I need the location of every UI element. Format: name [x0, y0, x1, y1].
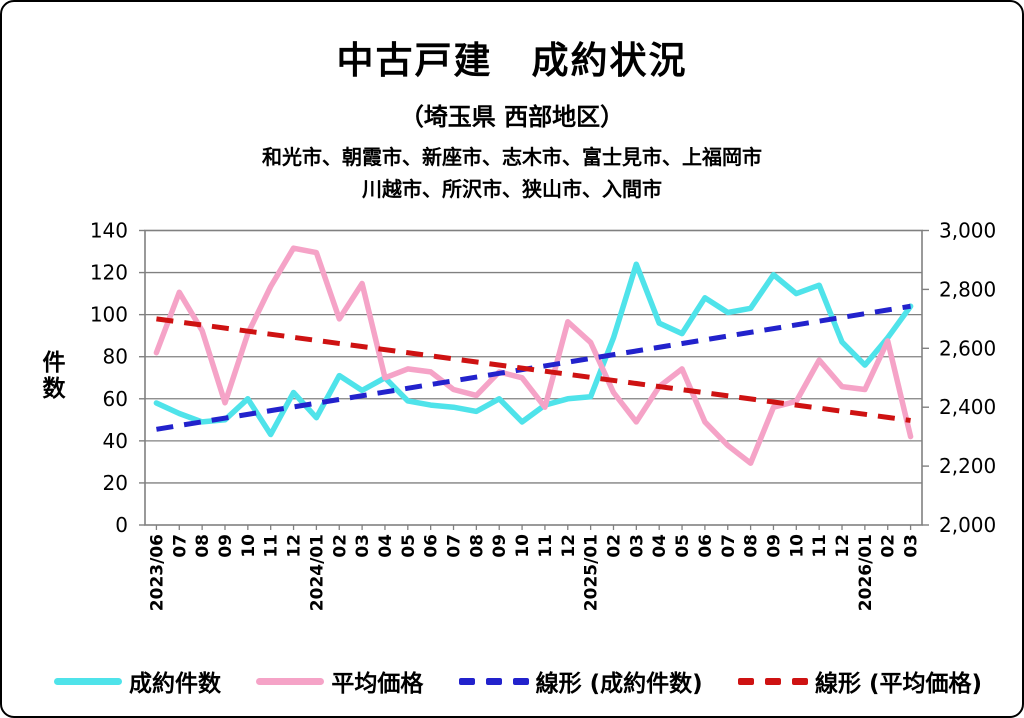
- left-axis-title: 数: [43, 376, 67, 402]
- region-line-2: 川越市、所沢市、狭山市、入間市: [362, 177, 662, 201]
- x-axis-tick-label: 03: [353, 534, 373, 558]
- right-axis-tick-label: 2,800: [939, 277, 996, 301]
- region-list: 和光市、朝霞市、新座市、志木市、富士見市、上福岡市 川越市、所沢市、狭山市、入間…: [2, 141, 1022, 205]
- x-axis-tick-label: 07: [170, 534, 190, 558]
- x-axis-tick-label: 12: [559, 534, 579, 558]
- left-axis-tick-label: 20: [103, 471, 128, 495]
- legend-item-3: 線形 (平均価格): [737, 664, 982, 698]
- x-axis-tick-label: 11: [810, 534, 830, 558]
- x-axis-tick-label: 2023/06: [147, 534, 167, 611]
- x-axis-tick-label: 11: [262, 534, 282, 558]
- legend-label: 線形 (平均価格): [814, 671, 982, 697]
- legend-item-0: 成約件数: [54, 664, 221, 698]
- legend-dashed-swatch: [458, 677, 529, 685]
- plot-border: [144, 229, 923, 526]
- x-axis-tick-label: 10: [513, 534, 533, 558]
- legend-item-1: 平均価格: [256, 664, 423, 698]
- x-axis-tick-label: 06: [696, 534, 716, 558]
- series-0: [153, 261, 914, 438]
- legend-label: 成約件数: [129, 671, 221, 697]
- left-axis-tick-label: 140: [90, 219, 128, 243]
- x-axis-tick-label: 02: [330, 534, 350, 558]
- left-axis-tick-label: 80: [103, 345, 128, 369]
- right-axis-tick-label: 2,200: [939, 454, 996, 478]
- legend-dashed-swatch: [737, 677, 808, 685]
- right-axis-tick-label: 2,600: [939, 336, 996, 360]
- series-1: [153, 245, 914, 466]
- right-axis-tick-label: 3,000: [939, 219, 996, 243]
- x-axis-tick-label: 03: [902, 534, 922, 558]
- x-axis-tick-label: 08: [742, 534, 762, 558]
- left-axis-tick-label: 60: [103, 387, 128, 411]
- chart-header: 中古戸建 成約状況 （埼玉県 西部地区） 和光市、朝霞市、新座市、志木市、富士見…: [2, 2, 1022, 205]
- legend-label: 平均価格: [331, 671, 424, 697]
- x-axis-tick-label: 09: [490, 534, 510, 558]
- trendline-3: [156, 316, 911, 423]
- x-axis-tick-label: 09: [764, 534, 784, 558]
- legend-label: 線形 (成約件数): [535, 671, 703, 697]
- left-axis-tick-label: 40: [103, 429, 128, 453]
- x-axis-tick-label: 10: [239, 534, 259, 558]
- left-axis-title: 件: [43, 350, 66, 376]
- chart-legend: 成約件数 平均価格 線形 (成約件数) 線形 (平均価格): [54, 658, 982, 704]
- x-axis-tick-label: 2024/01: [307, 534, 327, 611]
- x-axis-tick-label: 03: [627, 534, 647, 558]
- right-axis-tick-label: 2,400: [939, 395, 996, 419]
- region-line-1: 和光市、朝霞市、新座市、志木市、富士見市、上福岡市: [262, 145, 762, 169]
- x-axis-tick-label: 12: [285, 534, 305, 558]
- legend-item-2: 線形 (成約件数): [458, 664, 703, 698]
- legend-line-swatch: [54, 677, 122, 685]
- x-axis-tick-label: 04: [376, 534, 396, 558]
- x-axis-tick-label: 2025/01: [582, 534, 602, 611]
- page-title: 中古戸建 成約状況: [336, 39, 688, 82]
- left-axis-tick-label: 120: [90, 261, 128, 285]
- x-axis-tick-label: 06: [422, 534, 442, 558]
- x-axis-tick-label: 08: [193, 534, 213, 558]
- x-axis-tick-label: 11: [536, 534, 556, 558]
- x-axis-tick-label: 02: [604, 534, 624, 558]
- x-axis-tick-label: 04: [650, 534, 670, 558]
- x-axis-tick-label: 07: [445, 534, 465, 558]
- page-subtitle: （埼玉県 西部地区）: [399, 103, 625, 131]
- x-axis-tick-label: 07: [719, 534, 739, 558]
- right-axis-tick-label: 2,000: [939, 513, 996, 537]
- legend-line-swatch: [256, 677, 325, 685]
- x-axis-tick-label: 10: [787, 534, 807, 558]
- trendline-2: [156, 303, 911, 432]
- x-axis-tick-label: 12: [833, 534, 853, 558]
- x-axis-tick-label: 2026/01: [856, 534, 876, 611]
- x-axis-tick-label: 09: [216, 534, 236, 558]
- x-axis-tick-label: 05: [399, 534, 419, 558]
- x-axis-tick-label: 02: [879, 534, 899, 558]
- x-axis-tick-label: 05: [673, 534, 693, 558]
- left-axis-tick-label: 100: [90, 303, 128, 327]
- x-axis-tick-label: 08: [467, 534, 487, 558]
- left-axis-tick-label: 0: [115, 513, 128, 537]
